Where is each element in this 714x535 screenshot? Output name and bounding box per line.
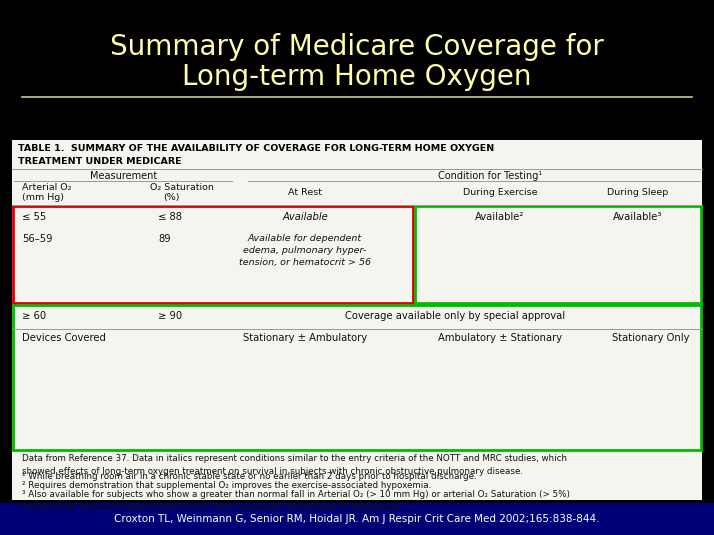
Text: (%): (%) (163, 193, 179, 202)
Text: Data from Reference 37. Data in italics represent conditions similar to the entr: Data from Reference 37. Data in italics … (22, 454, 567, 476)
Text: ² Requires demonstration that supplemental O₂ improves the exercise-associated h: ² Requires demonstration that supplement… (22, 481, 431, 490)
Text: Stationary ± Ambulatory: Stationary ± Ambulatory (243, 333, 367, 343)
Text: Long-term Home Oxygen: Long-term Home Oxygen (182, 63, 532, 91)
Text: 56–59: 56–59 (22, 234, 53, 244)
Text: ¹ While breathing room air in a chronic stable state or no earlier than 2 days p: ¹ While breathing room air in a chronic … (22, 472, 477, 481)
Text: ≥ 60: ≥ 60 (22, 311, 46, 321)
Text: Ambulatory ± Stationary: Ambulatory ± Stationary (438, 333, 562, 343)
Text: Available²: Available² (476, 212, 525, 222)
Text: Summary of Medicare Coverage for: Summary of Medicare Coverage for (110, 33, 604, 61)
Text: ³ Also available for subjects who show a greater than normal fall in Arterial O₂: ³ Also available for subjects who show a… (22, 490, 570, 511)
Text: During Exercise: During Exercise (463, 188, 537, 197)
Text: ≥ 90: ≥ 90 (158, 311, 182, 321)
Text: Condition for Testing¹: Condition for Testing¹ (438, 171, 542, 181)
Text: Devices Covered: Devices Covered (22, 333, 106, 343)
Text: Available for dependent
edema, pulmonary hyper-
tension, or hematocrit > 56: Available for dependent edema, pulmonary… (239, 234, 371, 266)
Text: 89: 89 (158, 234, 171, 244)
FancyBboxPatch shape (12, 140, 702, 500)
Text: At Rest: At Rest (288, 188, 322, 197)
Text: TABLE 1.  SUMMARY OF THE AVAILABILITY OF COVERAGE FOR LONG-TERM HOME OXYGEN
TREA: TABLE 1. SUMMARY OF THE AVAILABILITY OF … (18, 144, 494, 165)
Text: Available: Available (282, 212, 328, 222)
Text: Stationary Only: Stationary Only (613, 333, 690, 343)
Text: Measurement: Measurement (91, 171, 158, 181)
Text: (mm Hg): (mm Hg) (22, 193, 64, 202)
Text: Available³: Available³ (613, 212, 663, 222)
Text: Croxton TL, Weinmann G, Senior RM, Hoidal JR. Am J Respir Crit Care Med 2002;165: Croxton TL, Weinmann G, Senior RM, Hoida… (114, 514, 600, 524)
Text: Arterial O₂: Arterial O₂ (22, 183, 71, 192)
Text: O₂ Saturation: O₂ Saturation (150, 183, 214, 192)
Text: ≤ 88: ≤ 88 (158, 212, 182, 222)
Text: ≤ 55: ≤ 55 (22, 212, 46, 222)
Text: Coverage available only by special approval: Coverage available only by special appro… (345, 311, 565, 321)
FancyBboxPatch shape (0, 503, 714, 535)
Text: During Sleep: During Sleep (608, 188, 668, 197)
